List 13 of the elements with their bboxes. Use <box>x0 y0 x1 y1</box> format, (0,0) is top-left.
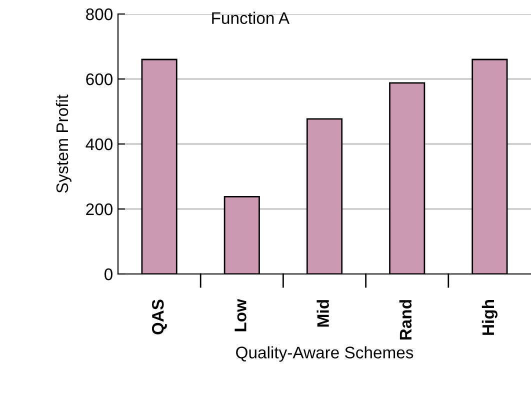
y-tick-label: 400 <box>86 138 112 150</box>
x-tick-label: QAS <box>152 300 167 334</box>
y-tick-label: 800 <box>86 8 112 20</box>
chart-title: Function A <box>212 12 290 24</box>
x-tick-label: Rand <box>399 300 412 340</box>
x-tick-label: High <box>482 300 498 335</box>
x-axis-title: Quality-Aware Schemes <box>236 346 414 362</box>
x-tick-label: Mid <box>316 300 329 327</box>
y-tick-label: 200 <box>86 203 112 216</box>
x-tick-label: Low <box>234 298 246 332</box>
y-tick-label: 0 <box>104 268 112 280</box>
y-axis-title: System Profit <box>56 94 72 193</box>
y-tick-label: 600 <box>86 73 112 86</box>
